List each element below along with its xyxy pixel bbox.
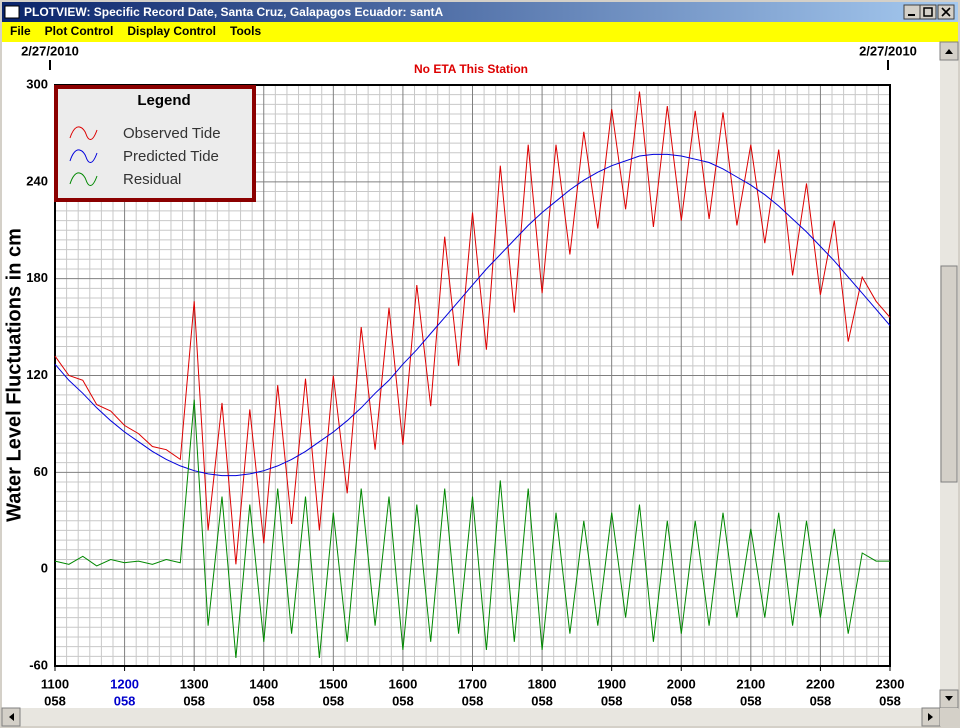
x-tick-sublabel: 058 — [531, 693, 553, 708]
series-line — [54, 399, 890, 658]
annotation: No ETA This Station — [414, 62, 528, 76]
scroll-thumb[interactable] — [940, 265, 958, 483]
y-tick-label: -60 — [29, 657, 48, 672]
arrow-down — [945, 696, 953, 701]
menu-bar — [2, 22, 958, 42]
x-tick-label: 1300 — [180, 676, 209, 691]
close-icon — [941, 7, 951, 17]
x-tick-sublabel: 058 — [810, 693, 832, 708]
legend-box — [54, 85, 256, 202]
legend-label: Predicted Tide — [123, 148, 219, 165]
x-tick-label: 1100 — [41, 676, 69, 691]
x-tick-sublabel: 058 — [183, 693, 205, 708]
x-tick-label: 2100 — [736, 676, 765, 691]
legend-swatch — [69, 126, 98, 140]
x-tick-sublabel: 058 — [44, 693, 66, 708]
menu-item[interactable]: File — [10, 24, 31, 38]
y-tick-label: 120 — [26, 367, 48, 382]
x-tick-label: 1600 — [388, 676, 417, 691]
menu-item[interactable]: Tools — [230, 24, 261, 38]
date-left: 2/27/2010 — [21, 43, 79, 58]
x-tick-sublabel: 058 — [879, 693, 901, 708]
title-bar — [2, 2, 958, 22]
menu-item[interactable]: Display Control — [127, 24, 216, 38]
legend-swatch — [69, 172, 98, 186]
x-tick-sublabel: 058 — [253, 693, 275, 708]
arrow-left — [9, 713, 14, 721]
legend-title: Legend — [137, 92, 190, 109]
minimize-button[interactable] — [903, 4, 921, 20]
arrow-right — [928, 713, 933, 721]
x-tick-sublabel: 058 — [462, 693, 484, 708]
x-tick-sublabel: 058 — [740, 693, 762, 708]
window-buttons — [903, 4, 955, 20]
x-tick-label: 1200 — [110, 676, 139, 691]
legend-swatch — [69, 149, 98, 163]
x-tick-label: 2200 — [806, 676, 835, 691]
y-tick-label: 180 — [26, 270, 48, 285]
maximize-icon — [923, 7, 933, 17]
y-tick-label: 300 — [26, 76, 48, 91]
x-tick-label: 1500 — [319, 676, 348, 691]
chart: -60 0 60 120 180 240 300 1100 058 1200 058 1300 058 1… — [3, 43, 917, 708]
maximize-button[interactable] — [919, 4, 937, 20]
x-tick-label: 1900 — [597, 676, 626, 691]
legend-label: Residual — [123, 171, 181, 188]
x-tick-label: 1400 — [249, 676, 278, 691]
x-tick-sublabel: 058 — [114, 693, 136, 708]
date-right: 2/27/2010 — [859, 43, 917, 58]
series-line — [54, 153, 891, 477]
x-tick-sublabel: 058 — [601, 693, 623, 708]
x-tick-label: 1700 — [458, 676, 487, 691]
plot-border — [54, 84, 891, 667]
legend-label: Observed Tide — [123, 125, 221, 142]
y-tick-label: 60 — [34, 464, 48, 479]
app-icon — [4, 5, 20, 19]
menu: File Plot Control Display Control Tools — [10, 24, 261, 38]
y-axis-label: Water Level Fluctuations in cm — [3, 228, 25, 522]
x-tick-label: 2000 — [667, 676, 696, 691]
menu-item[interactable]: Plot Control — [45, 24, 114, 38]
hscroll-track[interactable] — [2, 708, 940, 726]
size-grip — [940, 708, 958, 726]
window-title: PLOTVIEW: Specific Record Date, Santa Cr… — [24, 5, 444, 19]
arrow-up — [945, 49, 953, 54]
x-tick-sublabel: 058 — [322, 693, 344, 708]
x-tick-sublabel: 058 — [670, 693, 692, 708]
series-line — [54, 91, 891, 565]
vertical-scrollbar — [939, 41, 959, 709]
y-tick-label: 0 — [41, 561, 48, 576]
x-tick-label: 1800 — [528, 676, 557, 691]
y-tick-label: 240 — [26, 173, 48, 188]
x-tick-sublabel: 058 — [392, 693, 414, 708]
horizontal-scrollbar — [1, 707, 958, 727]
x-tick-label: 2300 — [876, 676, 905, 691]
